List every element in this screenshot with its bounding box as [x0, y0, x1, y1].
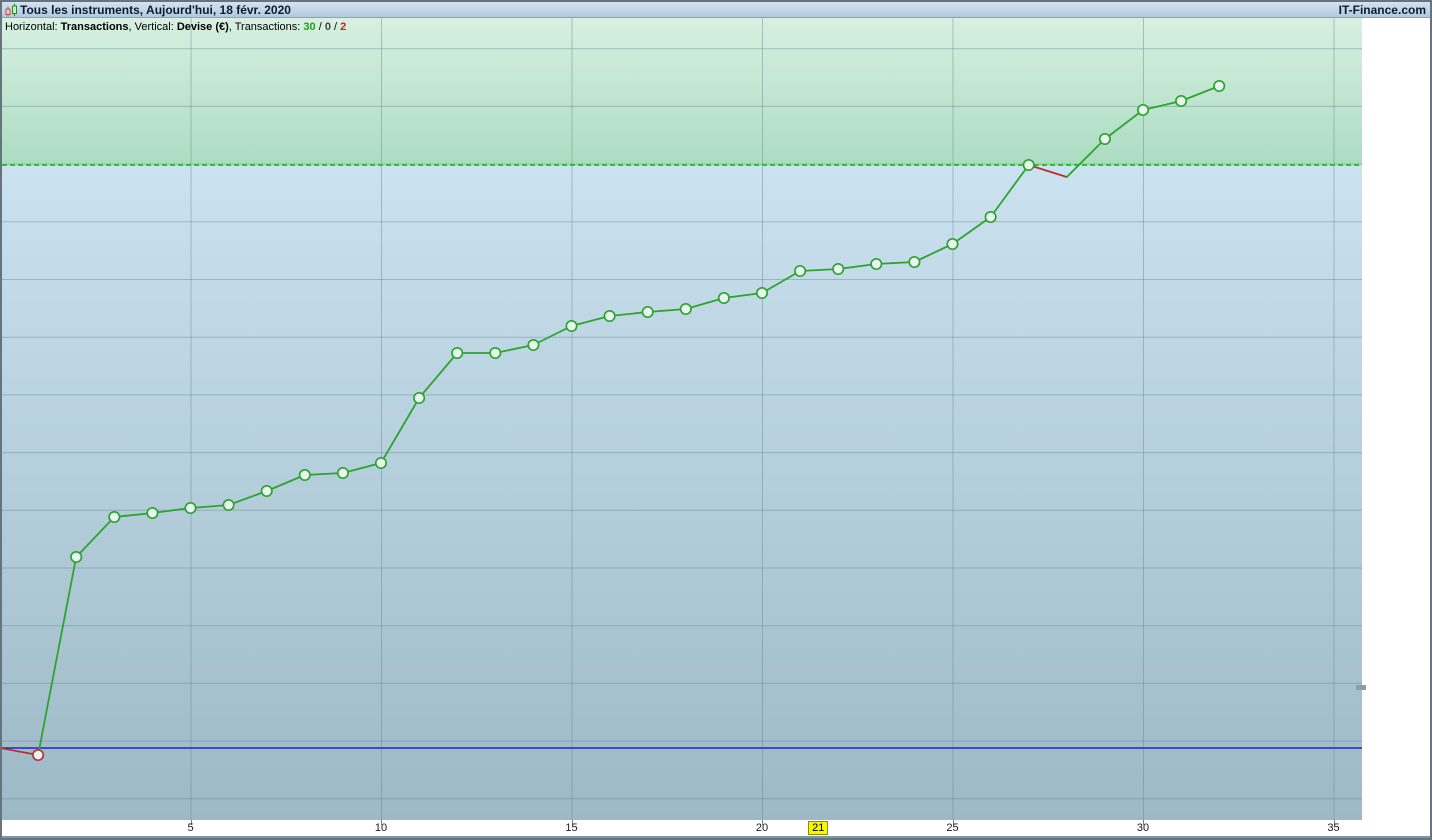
x-tick [571, 820, 573, 825]
candlestick-icon [2, 3, 20, 17]
x-tick [952, 820, 954, 825]
x-tick [1333, 820, 1335, 825]
separator: , [228, 21, 235, 33]
equity-curve-chart[interactable]: Horizontal: Transactions, Vertical: Devi… [2, 18, 1366, 820]
title-bar: Tous les instruments, Aujourd'hui, 18 fé… [2, 2, 1430, 18]
x-tick-label: 20 [755, 822, 769, 834]
transactions-neutral-count: 0 [324, 21, 331, 33]
background-zones [2, 18, 1362, 820]
x-tick [762, 820, 763, 825]
info-bar: Horizontal: Transactions, Vertical: Devi… [5, 21, 346, 34]
chart-row: Horizontal: Transactions, Vertical: Devi… [2, 18, 1430, 820]
separator: / [315, 21, 325, 33]
x-tick [1143, 820, 1144, 825]
transactions-wins-count: 30 [303, 21, 316, 33]
x-tick [381, 820, 382, 825]
right-margin [1362, 18, 1430, 820]
x-tick [190, 820, 192, 825]
x-tick-label: 30 [1136, 822, 1150, 834]
x-axis: 5 10 15 20 25 30 35 21 [2, 820, 1430, 836]
separator: , [128, 21, 135, 33]
equity-markers [32, 79, 1226, 762]
vertical-axis-value: Devise (€) [176, 21, 229, 33]
transactions-losses-count: 2 [340, 21, 347, 33]
right-axis-notch [1356, 685, 1366, 690]
bottom-strip [2, 836, 1430, 838]
separator: / [330, 21, 341, 33]
horizontal-axis-value: Transactions [60, 21, 129, 33]
brand-label: IT-Finance.com [1338, 2, 1426, 17]
x-tick-label: 25 [946, 822, 959, 834]
plot-canvas[interactable] [2, 18, 1366, 820]
vertical-axis-label: Vertical: [134, 21, 177, 33]
x-tick-label: 15 [565, 822, 578, 834]
x-tick-label: 5 [187, 822, 194, 834]
candlestick-icon-svg [5, 3, 17, 16]
transactions-stats-label: Transactions: [234, 21, 304, 33]
horizontal-axis-label: Horizontal: [5, 21, 61, 33]
equity-line [2, 85, 1221, 756]
window-title: Tous les instruments, Aujourd'hui, 18 fé… [20, 2, 291, 17]
x-tick-label: 35 [1327, 822, 1340, 834]
x-tick-label: 10 [374, 822, 388, 834]
highlighted-x-tick: 21 [808, 821, 829, 835]
